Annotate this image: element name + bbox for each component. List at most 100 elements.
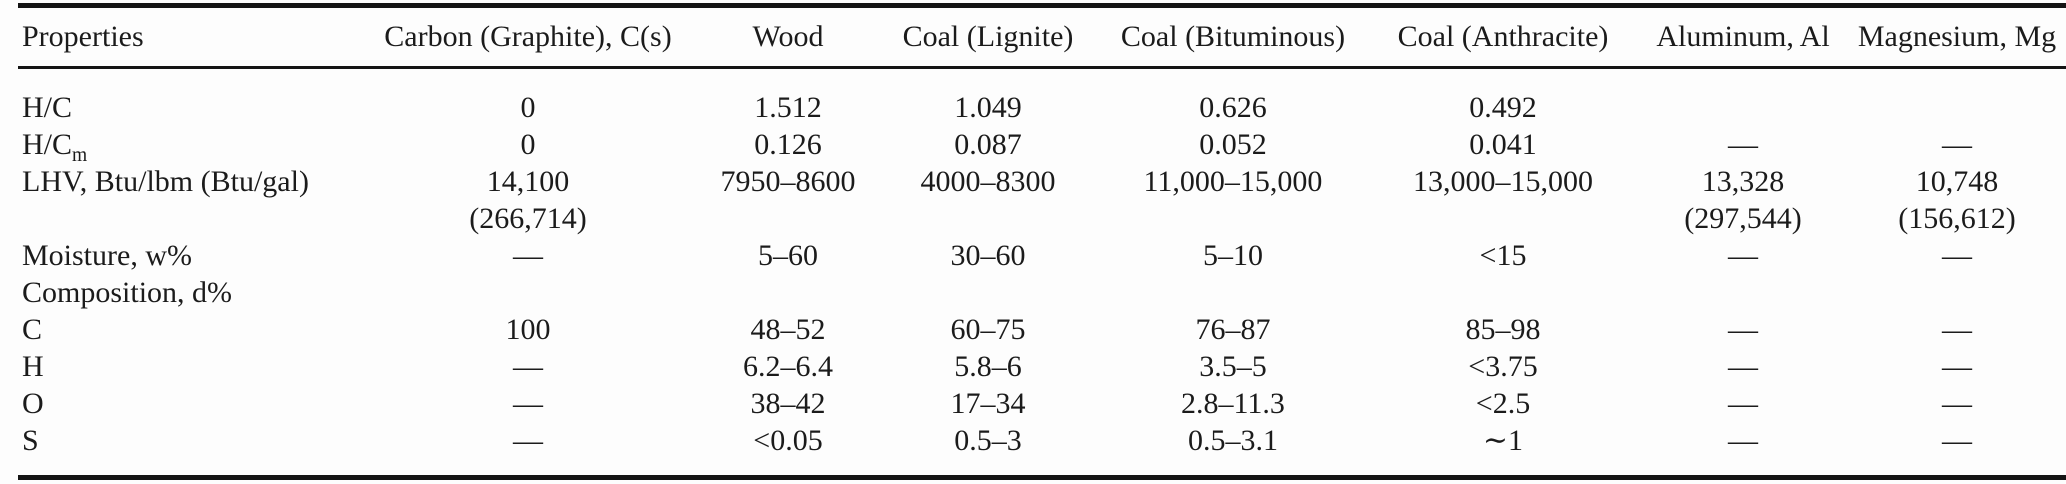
table-cell: 10,748 (156,612) <box>1898 165 2016 235</box>
table-cell: — <box>1728 313 1758 346</box>
table-cell: 14,100 (266,714) <box>469 165 587 235</box>
column-header-aluminum: Aluminum, Al <box>1638 5 1848 69</box>
column-header-coal-anthracite: Coal (Anthracite) <box>1368 5 1638 69</box>
table-cell: 0.5–3.1 <box>1188 424 1278 457</box>
row-label-moisture: Moisture, w% <box>18 237 358 274</box>
table-cell: 4000–8300 <box>920 165 1056 198</box>
table-cell: 60–75 <box>950 313 1026 346</box>
table-cell: 100 <box>505 313 551 346</box>
table-cell: 1.049 <box>954 91 1022 124</box>
table-cell: — <box>1728 350 1758 383</box>
row-label-text: O <box>22 387 44 420</box>
row-label-hcm: H/Cm <box>18 126 358 166</box>
column-header-coal-lignite: Coal (Lignite) <box>878 5 1098 69</box>
table-row-carbon: C 100 48–52 60–75 76–87 85–98 — — <box>18 311 2066 348</box>
table-cell: — <box>1942 239 1972 272</box>
table-row-lhv: LHV, Btu/lbm (Btu/gal) 14,100 (266,714) … <box>18 163 2066 237</box>
row-label-sulfur: S <box>18 422 358 478</box>
table-cell: 17–34 <box>950 387 1026 420</box>
table-cell: 0.492 <box>1469 91 1537 124</box>
table-cell: <0.05 <box>753 424 823 457</box>
row-label-text: S <box>22 424 39 457</box>
table-cell: 5.8–6 <box>954 350 1022 383</box>
row-label-text: Moisture, w% <box>22 239 192 272</box>
row-label-lhv: LHV, Btu/lbm (Btu/gal) <box>18 163 358 237</box>
table-cell: 0.052 <box>1199 128 1267 161</box>
column-header-coal-bituminous: Coal (Bituminous) <box>1098 5 1368 69</box>
column-header-properties: Properties <box>18 5 358 69</box>
table-cell: — <box>1942 424 1972 457</box>
row-label-text: Composition, d% <box>22 276 233 309</box>
table-row-moisture: Moisture, w% — 5–60 30–60 5–10 <15 — — <box>18 237 2066 274</box>
table-cell: 85–98 <box>1465 313 1541 346</box>
row-label-text: H/C <box>22 91 73 124</box>
table-cell <box>878 274 1098 311</box>
table-cell: 0 <box>520 128 536 161</box>
row-label-hydrogen: H <box>18 348 358 385</box>
table-cell: — <box>1728 239 1758 272</box>
table-cell: 0.087 <box>954 128 1022 161</box>
table-cell <box>698 274 878 311</box>
table-cell: 30–60 <box>950 239 1026 272</box>
table-cell <box>1638 274 1848 311</box>
table-cell <box>1638 68 1848 127</box>
table-cell: <2.5 <box>1475 387 1531 420</box>
table-cell: ∼1 <box>1482 424 1524 457</box>
row-label-text: C <box>22 313 43 346</box>
table-cell <box>1848 274 2066 311</box>
column-header-magnesium: Magnesium, Mg <box>1848 5 2066 69</box>
table-cell: 38–42 <box>750 387 826 420</box>
table-cell: — <box>1942 350 1972 383</box>
table-cell: — <box>513 239 543 272</box>
column-header-carbon-graphite: Carbon (Graphite), C(s) <box>358 5 698 69</box>
table-row-hc: H/C 0 1.512 1.049 0.626 0.492 <box>18 68 2066 127</box>
table-cell: 13,328 (297,544) <box>1684 165 1802 235</box>
table-row-composition: Composition, d% <box>18 274 2066 311</box>
table-cell: 48–52 <box>750 313 826 346</box>
table-cell: — <box>1942 128 1972 161</box>
row-label-composition: Composition, d% <box>18 274 358 311</box>
table-cell: 5–10 <box>1203 239 1263 272</box>
column-header-wood: Wood <box>698 5 878 69</box>
table-cell: <15 <box>1479 239 1527 272</box>
table-cell: — <box>1942 387 1972 420</box>
table-cell: 13,000–15,000 <box>1413 165 1593 198</box>
table-cell: — <box>513 350 543 383</box>
row-label-oxygen: O <box>18 385 358 422</box>
table-cell: 0.126 <box>754 128 822 161</box>
table-cell <box>1368 274 1638 311</box>
table-cell: — <box>513 424 543 457</box>
table-cell: — <box>513 387 543 420</box>
table-cell: 0.5–3 <box>954 424 1022 457</box>
row-label-hc: H/C <box>18 68 358 127</box>
table-cell: 11,000–15,000 <box>1143 165 1323 198</box>
row-label-text: LHV, Btu/lbm (Btu/gal) <box>22 165 309 198</box>
table-cell: 7950–8600 <box>720 165 856 198</box>
table-row-hydrogen: H — 6.2–6.4 5.8–6 3.5–5 <3.75 — — <box>18 348 2066 385</box>
table-cell: 1.512 <box>754 91 822 124</box>
table-cell: — <box>1728 128 1758 161</box>
table-cell: 6.2–6.4 <box>743 350 833 383</box>
fuel-properties-table: Properties Carbon (Graphite), C(s) Wood … <box>18 3 2066 480</box>
row-label-carbon: C <box>18 311 358 348</box>
table-row-oxygen: O — 38–42 17–34 2.8–11.3 <2.5 — — <box>18 385 2066 422</box>
table-cell: 0.626 <box>1199 91 1267 124</box>
header-row: Properties Carbon (Graphite), C(s) Wood … <box>18 5 2066 69</box>
table-cell: 5–60 <box>758 239 818 272</box>
table-row-sulfur: S — <0.05 0.5–3 0.5–3.1 ∼1 — — <box>18 422 2066 478</box>
table-cell: — <box>1728 387 1758 420</box>
table-cell: — <box>1942 313 1972 346</box>
table-cell: 0 <box>520 91 536 124</box>
table-cell: 0.041 <box>1469 128 1537 161</box>
row-label-text: H/C <box>22 128 73 161</box>
row-label-subscript: m <box>72 145 88 166</box>
table-cell: 2.8–11.3 <box>1181 387 1285 420</box>
table-cell <box>358 274 698 311</box>
table-cell: <3.75 <box>1468 350 1538 383</box>
table-cell <box>1098 274 1368 311</box>
table-cell: 76–87 <box>1195 313 1271 346</box>
row-label-text: H <box>22 350 44 383</box>
table-cell <box>1848 68 2066 127</box>
table-header: Properties Carbon (Graphite), C(s) Wood … <box>18 5 2066 69</box>
